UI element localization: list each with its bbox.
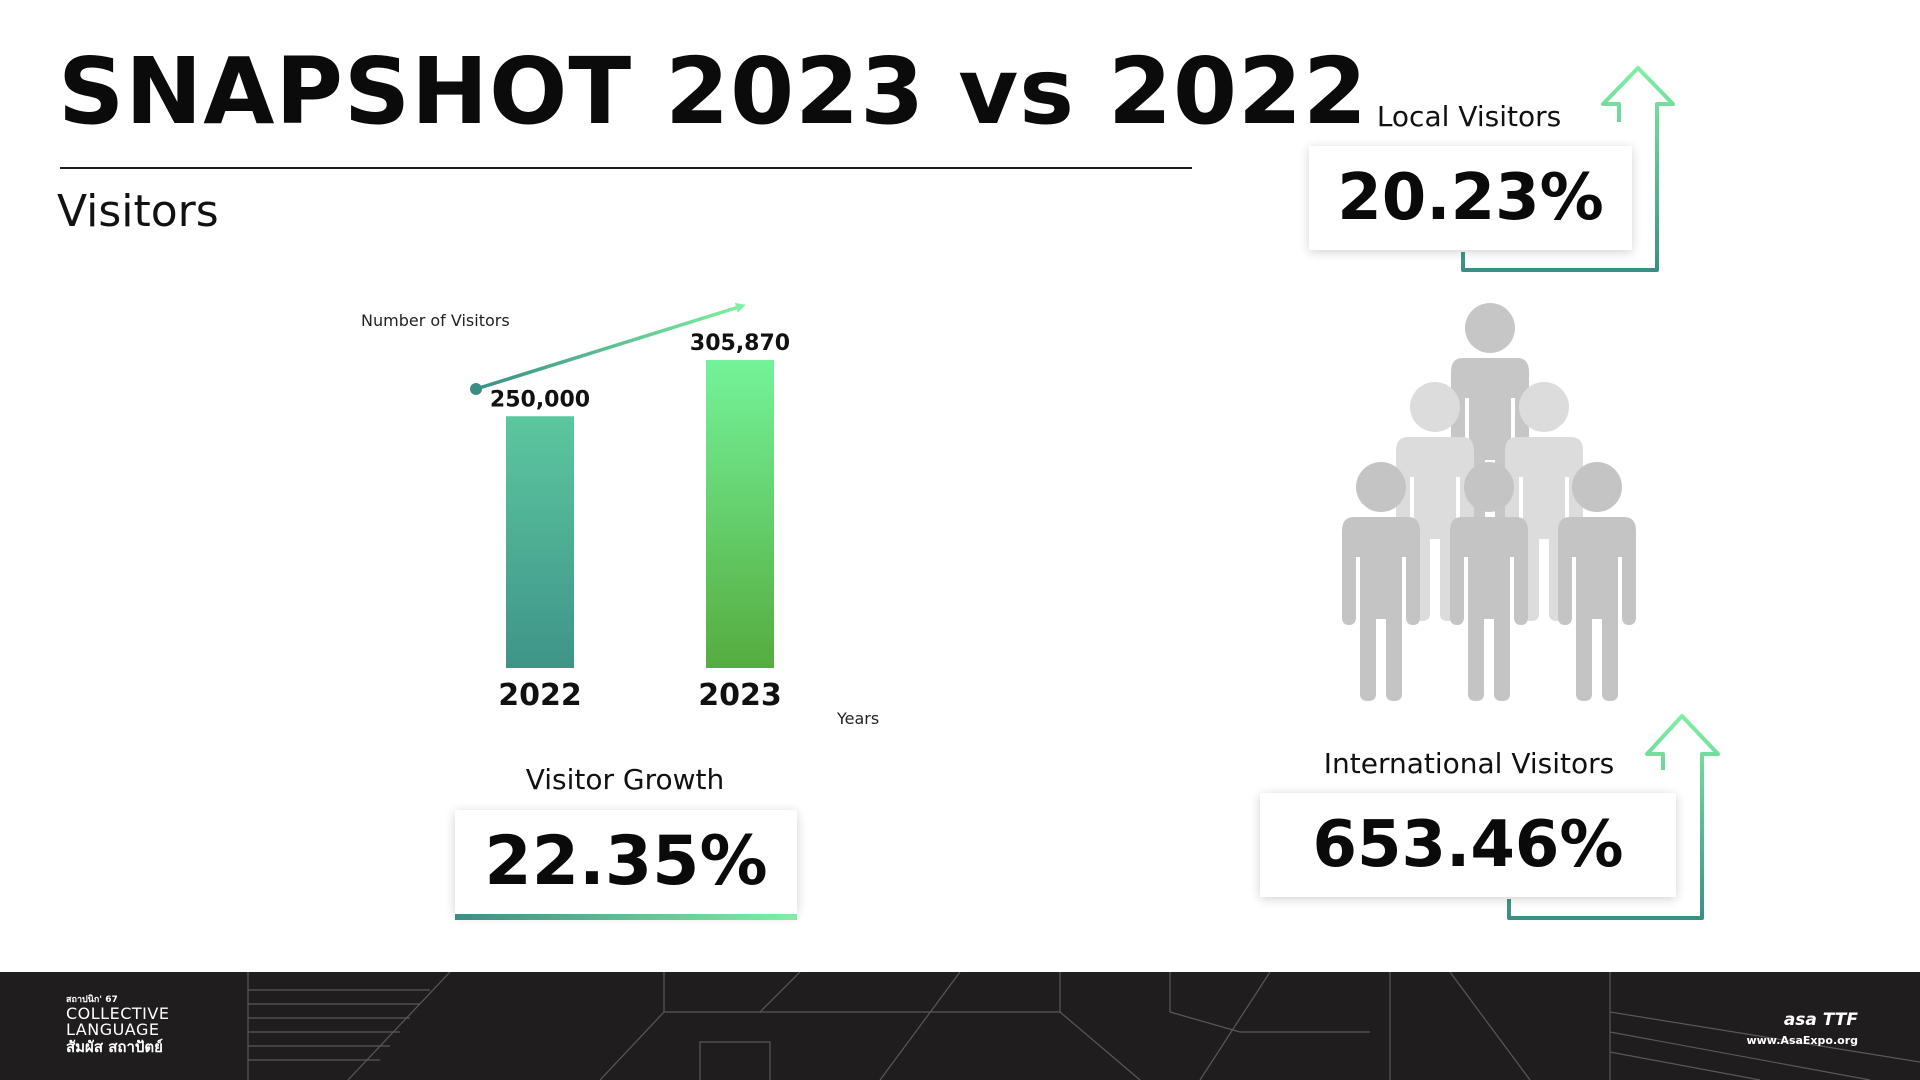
visitor-growth-box: 22.35% <box>455 810 797 914</box>
event-logo-line4: สัมผัส สถาปัตย์ <box>66 1038 163 1056</box>
international-visitors-box: 653.46% <box>1260 793 1676 897</box>
page-title: SNAPSHOT 2023 vs 2022 <box>58 38 1369 145</box>
international-visitors-value: 653.46% <box>1312 808 1624 882</box>
sponsor-url: www.AsaExpo.org <box>1746 1034 1858 1047</box>
bar-value-label-2022: 250,000 <box>490 387 590 412</box>
sponsor-brand: asa TTF <box>1783 1010 1858 1030</box>
trend-arrow-start-dot <box>470 383 482 395</box>
visitor-growth-label: Visitor Growth <box>525 763 725 796</box>
crowd-icon <box>1342 303 1636 701</box>
event-logo: สถาปนิก' 67 COLLECTIVE LANGUAGE สัมผัส ส… <box>66 992 169 1056</box>
event-logo-line2: COLLECTIVE <box>66 1004 170 1023</box>
bar-2023 <box>706 360 774 668</box>
visitors-bar-chart: Number of Visitors Years 250,000 2022 305,… <box>361 303 879 728</box>
international-visitors-label: International Visitors <box>1323 747 1615 780</box>
trend-arrow <box>475 303 746 391</box>
sponsor-logos: asa TTF www.AsaExpo.org <box>1746 1010 1858 1047</box>
footer-pattern <box>247 972 1920 1080</box>
x-axis-label: Years <box>836 709 879 728</box>
event-logo-line3: LANGUAGE <box>66 1020 160 1039</box>
y-axis-label: Number of Visitors <box>361 311 510 330</box>
title-divider <box>60 167 1192 169</box>
local-visitors-box: 20.23% <box>1309 146 1632 250</box>
visitor-growth-underline <box>455 914 797 920</box>
x-tick-label-2022: 2022 <box>498 678 582 713</box>
bar-value-label-2023: 305,870 <box>690 331 790 356</box>
event-logo-line1: สถาปนิก' 67 <box>66 995 118 1005</box>
x-tick-label-2023: 2023 <box>698 678 782 713</box>
local-visitors-value: 20.23% <box>1337 161 1604 235</box>
bar-2022 <box>506 416 574 668</box>
footer-bar: สถาปนิก' 67 COLLECTIVE LANGUAGE สัมผัส ส… <box>0 972 1920 1080</box>
page-subtitle: Visitors <box>57 186 219 237</box>
visitor-growth-value: 22.35% <box>484 822 768 901</box>
local-visitors-label: Local Visitors <box>1376 100 1562 133</box>
